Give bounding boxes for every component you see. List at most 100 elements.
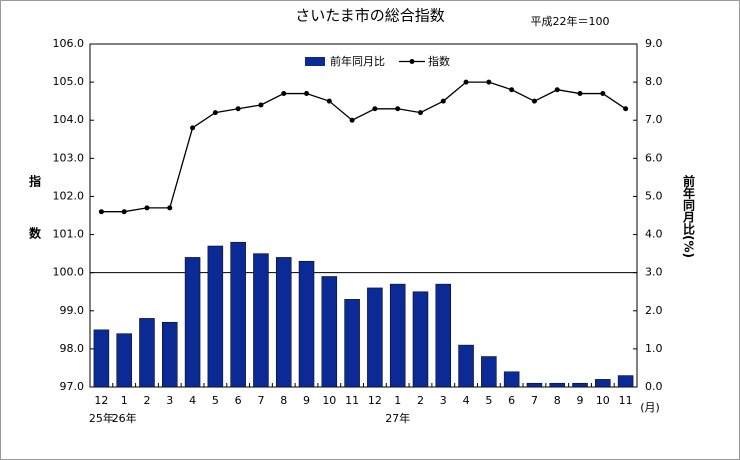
bar <box>93 329 110 388</box>
line-marker <box>623 106 629 112</box>
y2-tick-label: 9.0 <box>645 37 663 50</box>
year-label: 25年 <box>89 411 114 425</box>
y-tick-label: 101.0 <box>53 228 85 241</box>
bar <box>116 333 132 388</box>
x-tick-label: 4 <box>189 394 196 407</box>
bar <box>572 382 588 388</box>
bar <box>275 257 292 388</box>
x-tick-label: 9 <box>577 394 584 407</box>
year-label: 26年 <box>112 411 137 425</box>
bar <box>367 287 383 388</box>
x-tick-label: 12 <box>368 394 382 407</box>
bar <box>412 291 429 388</box>
x-unit: (月) <box>640 401 660 414</box>
y-axis-label: 指数 <box>28 174 42 279</box>
legend-swatch <box>409 59 415 64</box>
line-marker <box>395 106 401 112</box>
bar <box>207 245 224 388</box>
y2-tick-label: 2.0 <box>645 304 663 317</box>
y2-tick-label: 8.0 <box>645 75 663 88</box>
x-tick-label: 12 <box>94 394 108 407</box>
bar <box>344 299 360 388</box>
bar <box>458 344 474 388</box>
bar <box>503 371 520 388</box>
y2-tick-label: 1.0 <box>645 342 663 355</box>
line-marker <box>144 205 150 211</box>
x-tick-label: 7 <box>257 394 264 407</box>
y-tick-label: 100.0 <box>53 266 85 279</box>
line-marker <box>531 98 537 104</box>
y2-tick-label: 3.0 <box>645 266 663 279</box>
y-tick-label: 99.0 <box>60 304 85 317</box>
line-marker <box>326 98 332 104</box>
bar <box>389 283 406 388</box>
bar <box>526 382 543 388</box>
line-marker <box>281 91 287 97</box>
line-marker <box>509 87 515 93</box>
y2-tick-label: 0.0 <box>645 380 663 393</box>
y-tick-label: 106.0 <box>53 37 85 50</box>
y-tick-label: 98.0 <box>60 342 85 355</box>
bar <box>435 283 452 388</box>
bar <box>184 257 201 388</box>
x-tick-label: 3 <box>166 394 173 407</box>
bar <box>253 253 269 388</box>
x-tick-label: 11 <box>345 394 359 407</box>
x-tick-label: 5 <box>212 394 219 407</box>
bar <box>321 276 338 388</box>
y2-tick-label: 4.0 <box>645 228 663 241</box>
line-marker <box>417 110 423 116</box>
x-tick-label: 11 <box>619 394 633 407</box>
y-tick-label: 103.0 <box>53 151 85 164</box>
y-tick-label: 97.0 <box>60 380 85 393</box>
bar <box>481 356 497 388</box>
y2-tick-label: 5.0 <box>645 189 663 202</box>
line-marker <box>600 91 606 97</box>
bar <box>162 321 178 388</box>
chart-title: さいたま市の総合指数 <box>295 7 445 25</box>
x-tick-label: 6 <box>235 394 242 407</box>
line-marker <box>167 205 173 211</box>
line-marker <box>372 106 378 112</box>
bar <box>595 379 611 388</box>
legend-swatch <box>305 57 325 66</box>
line-marker <box>258 102 264 108</box>
x-tick-label: 8 <box>554 394 561 407</box>
bar <box>139 318 155 388</box>
y2-tick-label: 7.0 <box>645 113 663 126</box>
subtitle: 平成22年＝100 <box>531 14 610 28</box>
x-tick-label: 3 <box>440 394 447 407</box>
x-tick-label: 10 <box>596 394 610 407</box>
x-tick-label: 1 <box>121 394 128 407</box>
y2-tick-label: 6.0 <box>645 151 663 164</box>
line-marker <box>463 79 469 85</box>
x-tick-label: 2 <box>417 394 424 407</box>
legend-label: 前年同月比 <box>330 54 385 68</box>
line <box>101 81 626 213</box>
y2-axis-label: 前年同月比(%) <box>682 174 696 258</box>
bar <box>549 382 565 388</box>
bar <box>230 241 246 388</box>
line-marker <box>349 117 355 123</box>
line-marker <box>235 106 241 112</box>
line-marker <box>304 91 310 97</box>
x-tick-label: 5 <box>485 394 492 407</box>
x-tick-label: 2 <box>143 394 150 407</box>
line-marker <box>98 209 104 215</box>
legend-label: 指数 <box>428 54 450 68</box>
x-tick-label: 1 <box>394 394 401 407</box>
line-marker <box>440 98 446 104</box>
y-tick-label: 102.0 <box>53 189 85 202</box>
line-marker <box>486 79 492 85</box>
y-tick-label: 105.0 <box>53 75 85 88</box>
line-marker <box>212 110 218 116</box>
line-marker <box>577 91 583 97</box>
x-tick-label: 4 <box>463 394 470 407</box>
line-marker <box>554 87 560 93</box>
x-tick-label: 8 <box>280 394 287 407</box>
x-tick-label: 7 <box>531 394 538 407</box>
x-tick-label: 9 <box>303 394 310 407</box>
x-tick-label: 10 <box>322 394 336 407</box>
